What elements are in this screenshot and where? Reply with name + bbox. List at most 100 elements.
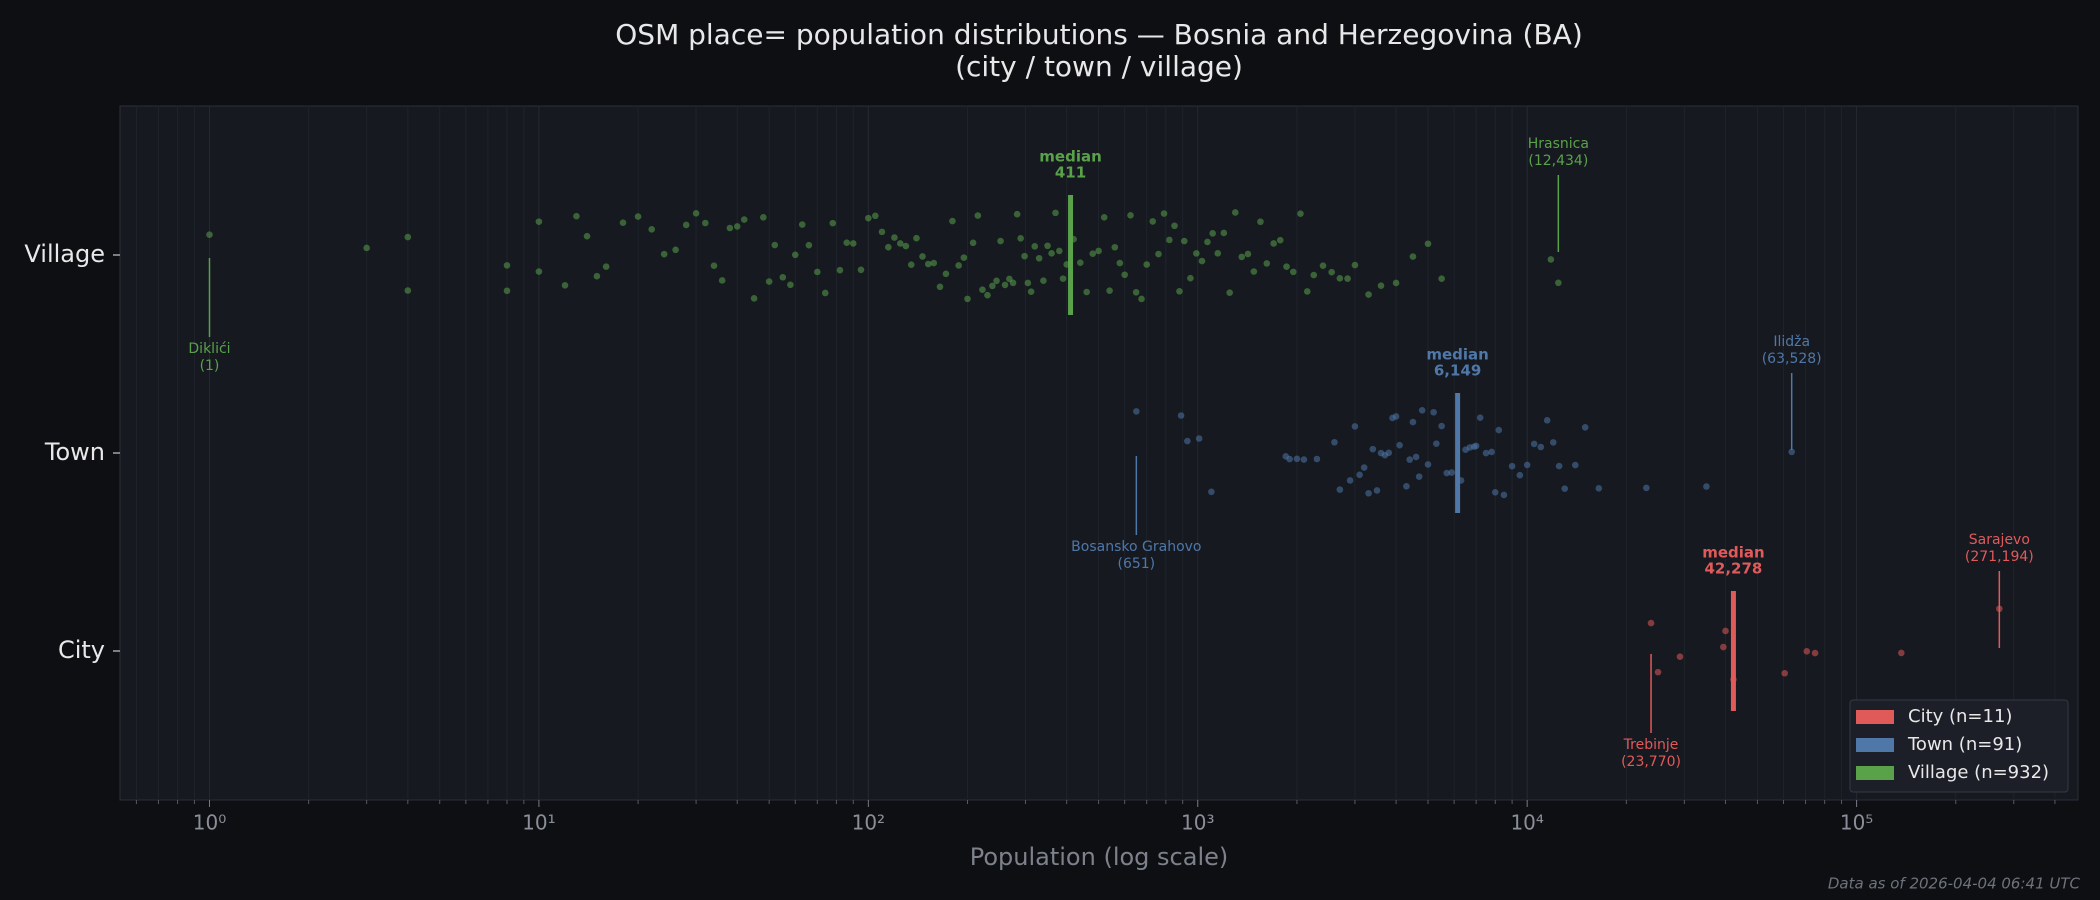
point xyxy=(1549,439,1557,446)
point xyxy=(1133,408,1140,415)
chart-subtitle: (city / town / village) xyxy=(955,50,1243,83)
point xyxy=(1289,268,1297,276)
legend-label: City (n=11) xyxy=(1908,706,2012,727)
point xyxy=(1048,249,1055,257)
point xyxy=(1424,240,1432,248)
point xyxy=(1788,448,1795,456)
point xyxy=(787,281,794,289)
point xyxy=(1537,443,1545,451)
point xyxy=(969,239,977,247)
point xyxy=(1360,464,1368,471)
point xyxy=(1385,449,1393,457)
point xyxy=(1351,423,1359,430)
point xyxy=(960,254,968,261)
point xyxy=(1040,277,1047,285)
point xyxy=(583,232,591,240)
point xyxy=(1392,279,1400,287)
point xyxy=(872,212,879,220)
point xyxy=(682,221,690,229)
point xyxy=(1204,238,1211,246)
point xyxy=(1488,448,1495,456)
point xyxy=(1412,453,1420,461)
point xyxy=(885,243,892,251)
point xyxy=(805,241,813,249)
x-tick-label: 10³ xyxy=(1181,811,1214,835)
point xyxy=(1214,250,1222,257)
point xyxy=(891,234,898,241)
x-axis-label: Population (log scale) xyxy=(970,843,1229,871)
point xyxy=(1013,210,1021,218)
point xyxy=(1009,279,1017,287)
point xyxy=(1100,214,1108,221)
annotation-name: Sarajevo xyxy=(1969,532,2030,548)
point xyxy=(1418,407,1426,414)
point xyxy=(1482,449,1490,457)
point xyxy=(1283,263,1290,270)
point xyxy=(857,266,865,274)
y-tick-label: Town xyxy=(44,438,105,466)
median-label: 42,278 xyxy=(1704,560,1762,578)
point xyxy=(593,272,601,280)
point xyxy=(765,278,773,285)
point xyxy=(1443,469,1451,477)
point xyxy=(1303,288,1311,295)
point xyxy=(1572,461,1579,469)
point xyxy=(791,251,799,259)
point xyxy=(1676,653,1684,660)
point xyxy=(1176,287,1183,295)
point xyxy=(1369,445,1377,453)
point xyxy=(1351,261,1359,269)
point xyxy=(1293,455,1301,463)
point xyxy=(1238,253,1246,261)
point xyxy=(1581,424,1589,431)
point xyxy=(1106,287,1113,294)
point xyxy=(1300,456,1308,463)
point xyxy=(1187,274,1194,282)
point xyxy=(1270,240,1277,247)
point xyxy=(1027,288,1035,295)
y-tick-label: Village xyxy=(24,240,105,268)
point xyxy=(1654,668,1662,676)
point xyxy=(1500,491,1508,499)
point xyxy=(997,237,1004,245)
point xyxy=(1044,242,1051,250)
point xyxy=(602,263,610,270)
point xyxy=(1250,268,1258,275)
point xyxy=(878,228,886,236)
point xyxy=(1035,254,1043,262)
point xyxy=(930,259,938,267)
point xyxy=(1257,218,1264,226)
point xyxy=(1365,489,1372,497)
point xyxy=(1491,488,1499,496)
point xyxy=(1722,627,1729,635)
point xyxy=(503,262,511,269)
annotation-name: Trebinje xyxy=(1623,737,1679,753)
point xyxy=(1083,288,1090,296)
point xyxy=(1346,477,1354,484)
point xyxy=(896,240,904,247)
point xyxy=(1356,471,1363,479)
point xyxy=(771,241,779,249)
legend-swatch xyxy=(1856,738,1894,752)
point xyxy=(1530,440,1538,448)
point xyxy=(814,268,821,276)
point xyxy=(1561,485,1569,492)
point xyxy=(1472,442,1480,450)
point xyxy=(1415,473,1423,480)
legend-swatch xyxy=(1856,766,1894,780)
x-tick-label: 10⁴ xyxy=(1510,811,1543,835)
point xyxy=(919,253,926,260)
point xyxy=(710,262,718,270)
point xyxy=(1231,209,1239,216)
point xyxy=(1001,281,1009,289)
point xyxy=(1523,461,1531,469)
point xyxy=(942,270,950,278)
point xyxy=(750,295,758,302)
point xyxy=(1409,253,1417,260)
point xyxy=(363,244,370,252)
point xyxy=(1555,462,1563,470)
point xyxy=(955,262,962,269)
point xyxy=(1643,484,1650,492)
point xyxy=(1095,247,1102,255)
